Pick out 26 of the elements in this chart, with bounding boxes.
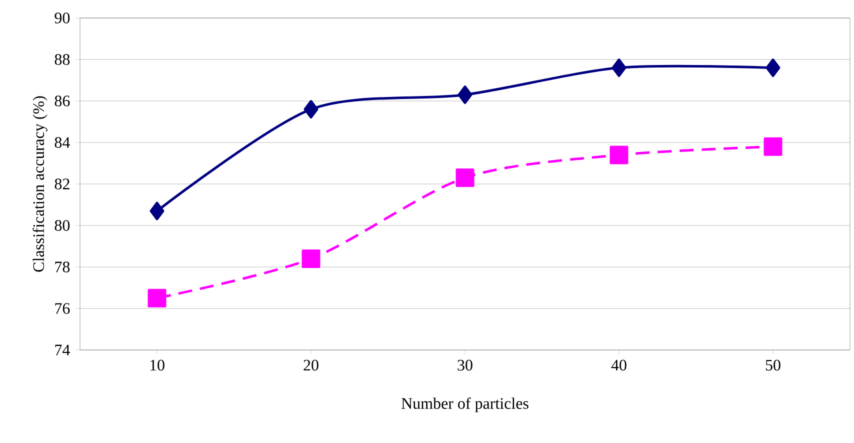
y-tick-label: 74 bbox=[55, 344, 70, 356]
point bbox=[612, 58, 626, 78]
point bbox=[302, 249, 320, 268]
x-tick-label: 30 bbox=[458, 360, 472, 371]
point bbox=[766, 58, 780, 78]
point bbox=[150, 202, 164, 220]
x-tick-label: 40 bbox=[611, 360, 626, 371]
point bbox=[764, 137, 782, 156]
point bbox=[304, 100, 318, 119]
y-tick-label: 82 bbox=[54, 178, 70, 190]
y-tick-label: 78 bbox=[55, 262, 70, 272]
y-tick-label: 84 bbox=[54, 137, 70, 148]
y-tick-label: 90 bbox=[54, 12, 70, 24]
point bbox=[458, 86, 472, 104]
y-tick-label: 76 bbox=[55, 303, 70, 314]
y-tick-label: 80 bbox=[54, 220, 70, 231]
y-tick-label: 88 bbox=[54, 54, 70, 65]
y-axis-title: Classification accuracy (%) bbox=[32, 96, 48, 272]
x-tick-label: 20 bbox=[304, 360, 318, 371]
point bbox=[456, 168, 474, 188]
point bbox=[610, 146, 628, 164]
x-axis-title: Number of particles bbox=[401, 397, 528, 412]
point bbox=[148, 288, 166, 308]
x-tick-label: 50 bbox=[766, 360, 780, 371]
x-tick-label: 10 bbox=[150, 360, 164, 371]
y-tick-label: 86 bbox=[54, 96, 70, 106]
